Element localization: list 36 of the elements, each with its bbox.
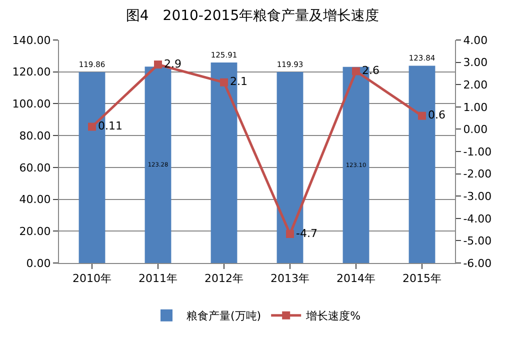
- x-tick-label: 2011年: [138, 272, 178, 286]
- y-tick-label: 80.00: [19, 129, 51, 142]
- point: [154, 60, 162, 69]
- y-tick-label: 120.00: [12, 66, 51, 79]
- point: [418, 112, 426, 120]
- legend-label: 粮食产量(万吨): [186, 310, 262, 323]
- data-label: 2.6: [362, 64, 380, 77]
- x-tick-label: 2012年: [204, 272, 244, 286]
- y-tick-label: 60.00: [19, 161, 51, 174]
- y2-tick-label: -6.00: [463, 256, 492, 270]
- point: [352, 67, 360, 76]
- point: [286, 230, 294, 238]
- y2-tick-label: 0.00: [463, 123, 488, 136]
- y2-tick-label: 1.00: [463, 100, 488, 114]
- x-tick-label: 2010年: [72, 272, 112, 286]
- y2-tick-label: 2.00: [463, 78, 488, 92]
- x-tick-label: 2013年: [270, 272, 310, 286]
- y2-tick-label: -5.00: [463, 234, 492, 248]
- point: [88, 122, 96, 131]
- x-tick-label: 2014年: [336, 272, 376, 286]
- y-tick-label: 0.00: [26, 256, 51, 270]
- y2-tick-label: -1.00: [463, 145, 492, 158]
- y-tick-label: 40.00: [19, 193, 51, 206]
- y2-tick-label: 4.00: [463, 34, 488, 47]
- y-tick-label: 20.00: [19, 224, 51, 238]
- legend-label: 增长速度%: [305, 310, 361, 323]
- y-tick-label: 140.00: [12, 34, 51, 47]
- y-tick-label: 100.00: [12, 98, 51, 111]
- data-label: 2.9: [164, 57, 182, 70]
- x-tick-label: 2015年: [402, 272, 442, 286]
- y2-tick-label: 3.00: [463, 56, 488, 70]
- y2-tick-label: -4.00: [463, 212, 492, 226]
- y2-tick-label: -3.00: [463, 190, 492, 203]
- chart-title: 图4 2010-2015年粮食产量及增长速度: [126, 8, 380, 24]
- y2-tick-label: -2.00: [463, 168, 492, 181]
- point: [220, 78, 228, 86]
